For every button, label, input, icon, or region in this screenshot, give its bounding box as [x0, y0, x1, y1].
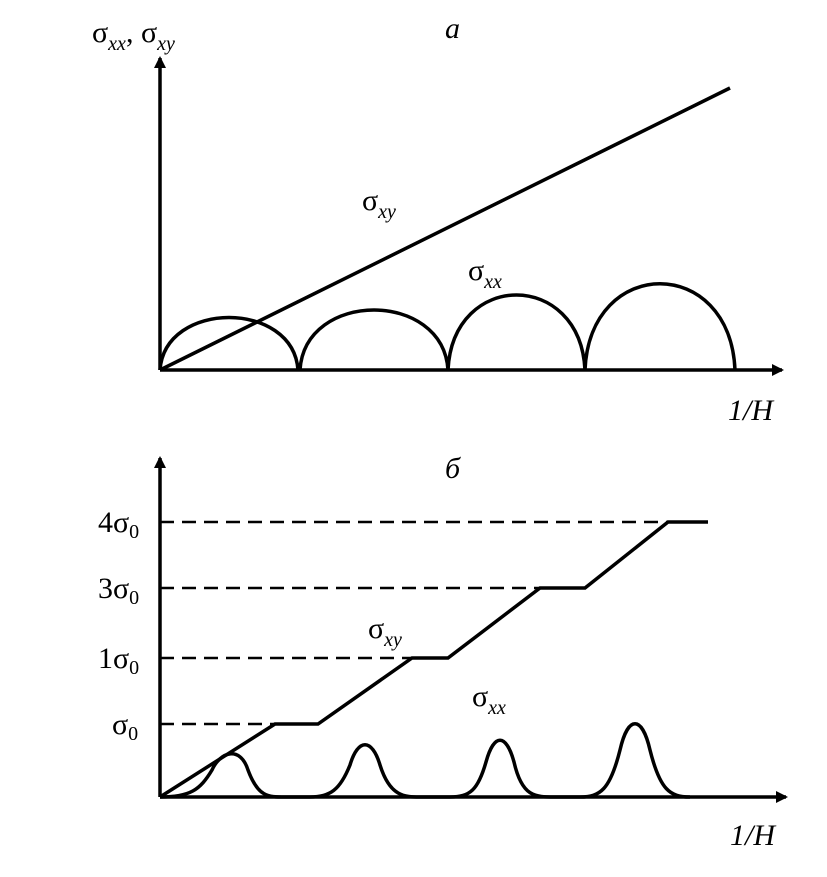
label-base: , σ [126, 16, 157, 49]
y-level-label: σ0 [112, 708, 138, 745]
label-sub: 0 [129, 521, 139, 543]
panel-label: а [445, 12, 460, 45]
panel-label: б [445, 452, 461, 485]
panel-a: а σxx, σxy 1/H σxy σxx [92, 12, 784, 427]
label-sub: xy [383, 629, 402, 651]
label-base: σ [368, 612, 384, 645]
sigma-xy-line [159, 86, 731, 372]
curve-label: σxx [468, 254, 502, 293]
label-sub: xy [156, 33, 175, 55]
y-level-label: 3σ0 [98, 572, 139, 609]
y-level-label: 4σ0 [98, 506, 139, 543]
label-base: σ [92, 16, 108, 49]
curve-label: σxy [362, 184, 396, 223]
label-base: σ [362, 184, 378, 217]
label-base: σ [468, 254, 484, 287]
y-axis-label: σxx, σxy [92, 16, 175, 55]
label-sub: xx [487, 697, 506, 719]
label-base: 4σ [98, 506, 129, 539]
x-axis-label: 1/H [728, 394, 775, 427]
label-base: σ [472, 680, 488, 713]
curve-label: σxy [368, 612, 402, 651]
label-sub: 0 [129, 587, 139, 609]
label-sub: xx [107, 33, 126, 55]
curve-label: σxx [472, 680, 506, 719]
label-base: 3σ [98, 572, 129, 605]
y-level-label: 1σ0 [98, 642, 139, 679]
label-sub: 0 [128, 723, 138, 745]
label-sub: 0 [129, 657, 139, 679]
sigma-xx-arcs [158, 282, 737, 371]
sigma-xx-peaks [159, 722, 691, 799]
panel-b: б 4σ0 3σ0 1σ0 σ0 1/H σxy σxx [98, 452, 788, 852]
label-base: 1σ [98, 642, 129, 675]
label-sub: xx [483, 271, 502, 293]
sigma-xy-steps [159, 520, 708, 799]
label-sub: xy [377, 201, 396, 223]
label-base: σ [112, 708, 128, 741]
x-axis-label: 1/H [730, 819, 777, 852]
